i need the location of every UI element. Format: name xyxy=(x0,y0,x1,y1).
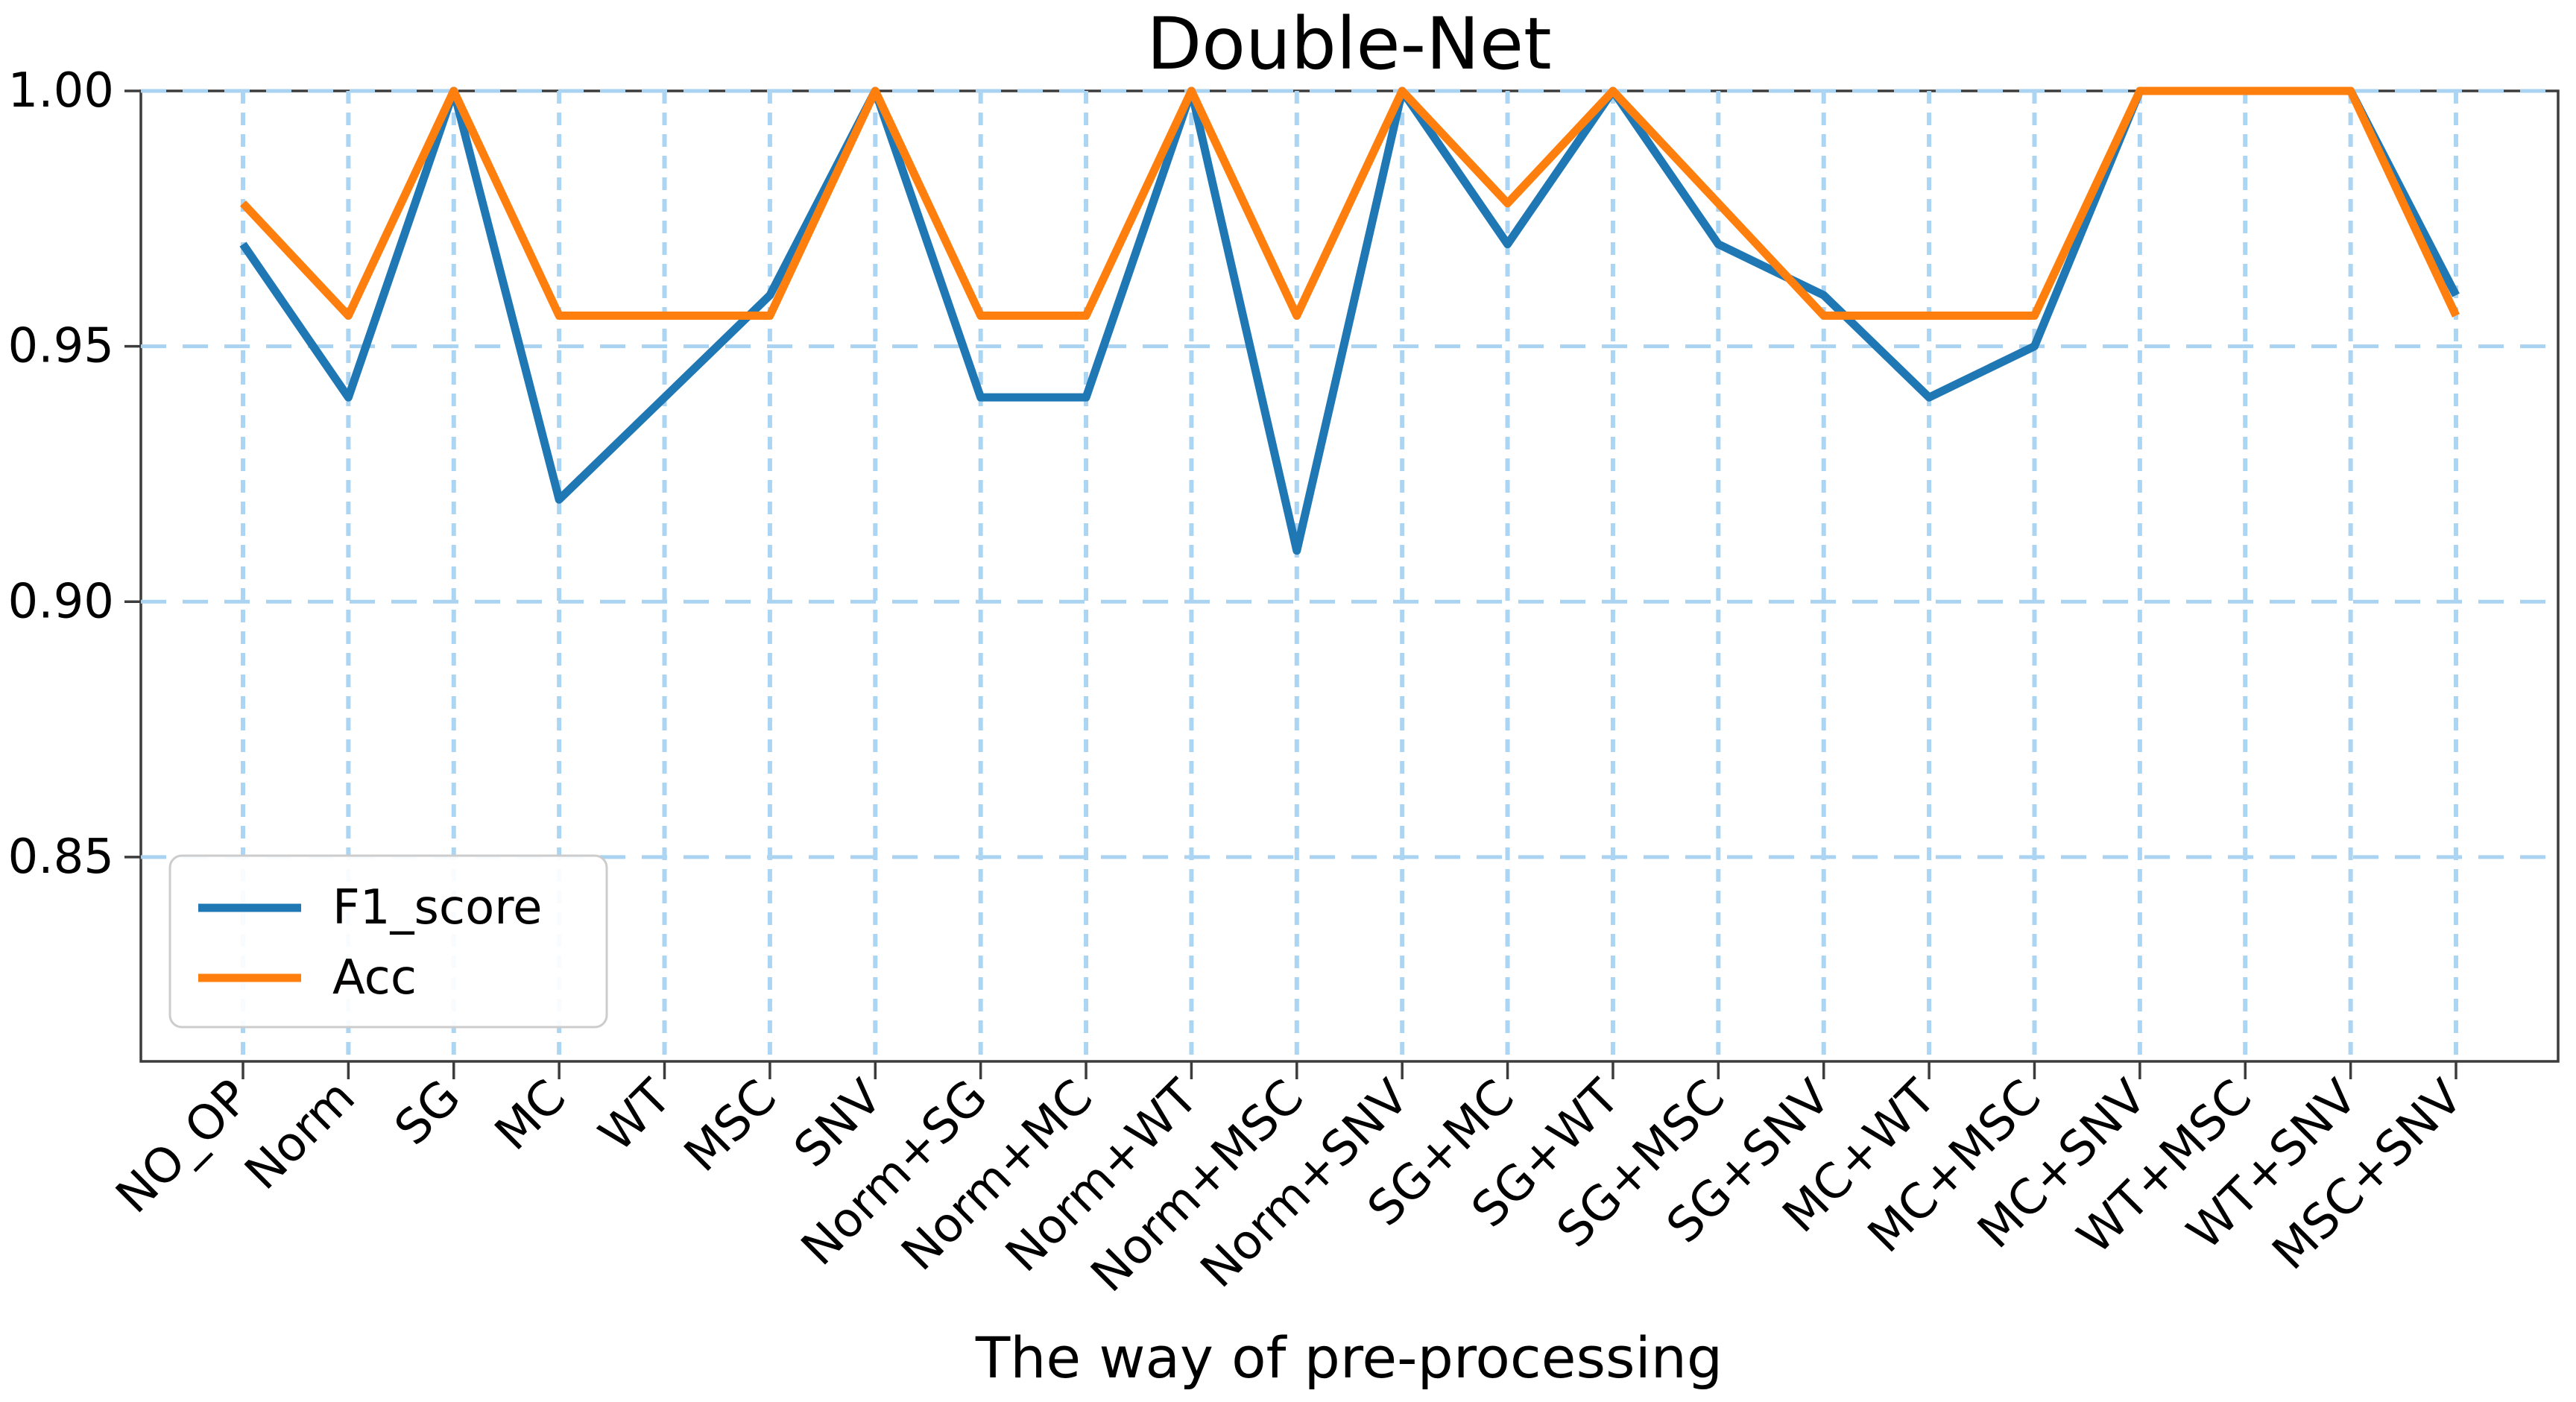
f1-score-line xyxy=(239,86,2460,555)
x-tick-label-NO_OP: NO_OP xyxy=(106,1070,260,1224)
y-tick-label: 0.90 xyxy=(8,574,115,629)
legend: F1_score Acc xyxy=(168,854,608,1029)
x-tick-label-MSC: MSC xyxy=(675,1070,788,1183)
acc-line xyxy=(239,86,2460,320)
chart-title: Double-Net xyxy=(1146,2,1551,86)
y-tick-label: 1.00 xyxy=(8,63,115,119)
legend-label-acc: Acc xyxy=(332,950,417,1005)
y-tick-labels: 1.00 0.95 0.90 0.85 xyxy=(8,63,115,885)
x-tick-marks xyxy=(242,1061,2457,1079)
legend-label-f1_score: F1_score xyxy=(332,880,543,935)
y-tick-marks xyxy=(124,89,141,859)
y-tick-label: 0.85 xyxy=(8,830,115,885)
legend-frame xyxy=(168,854,608,1029)
x-tick-label-SG: SG xyxy=(385,1070,471,1156)
x-tick-label-Norm: Norm xyxy=(235,1070,366,1201)
vertical-gridlines xyxy=(241,91,2458,1061)
plot-area-frame xyxy=(139,89,2560,1063)
y-tick-label: 0.95 xyxy=(8,319,115,374)
x-tick-label-MC: MC xyxy=(484,1070,576,1161)
legend-entries: F1_score Acc xyxy=(198,880,543,1005)
x-tick-label-WT: WT xyxy=(589,1069,682,1162)
x-axis-label: The way of pre-processing xyxy=(975,1324,1723,1391)
data-series-lines xyxy=(239,86,2460,555)
